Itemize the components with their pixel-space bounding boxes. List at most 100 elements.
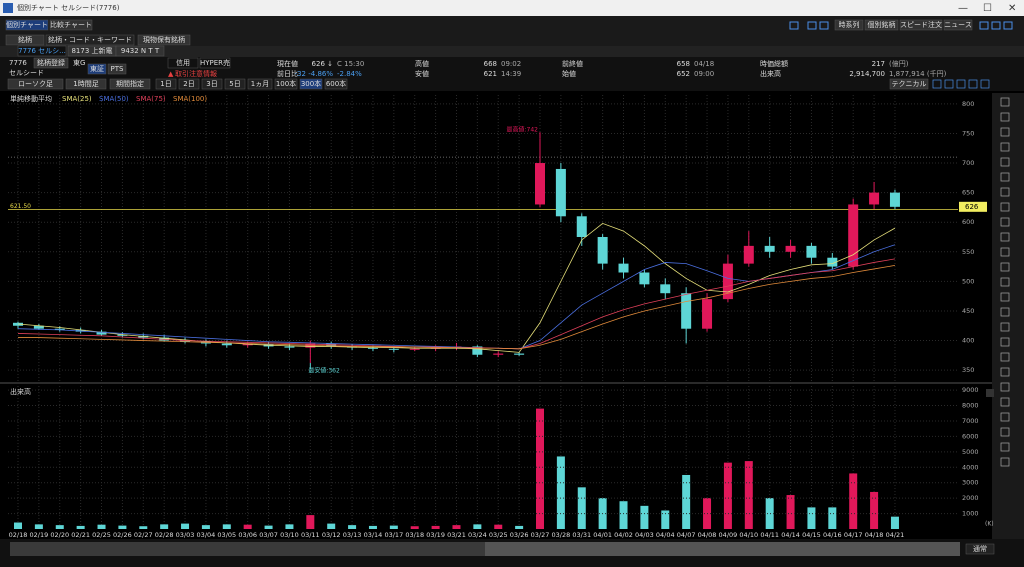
tool-icon[interactable]: [979, 21, 989, 30]
side-icon[interactable]: [1000, 367, 1010, 377]
volume-unit: (K): [985, 521, 994, 528]
x-tick-label: 03/25: [489, 531, 508, 539]
tool-icon[interactable]: [807, 21, 817, 30]
period-button[interactable]: [247, 78, 273, 90]
notice: 取引注意情報: [175, 69, 217, 78]
side-icon[interactable]: [1000, 142, 1010, 152]
stock-tab-label: 9432 N T T: [121, 47, 160, 55]
tab[interactable]: [5, 19, 49, 31]
period-button[interactable]: [324, 78, 348, 90]
side-icon[interactable]: [1000, 322, 1010, 332]
volume-bar: [55, 525, 64, 529]
side-icon[interactable]: [1000, 427, 1010, 437]
side-icon[interactable]: [1000, 217, 1010, 227]
side-icon[interactable]: [1000, 352, 1010, 362]
search-box[interactable]: [45, 34, 135, 46]
hyper-badge[interactable]: [199, 57, 231, 69]
side-icon[interactable]: [1000, 127, 1010, 137]
volume-bar: [410, 526, 419, 529]
candle-body: [284, 346, 295, 348]
side-icon[interactable]: [1000, 307, 1010, 317]
side-icon[interactable]: [1000, 247, 1010, 257]
side-icon[interactable]: [1000, 172, 1010, 182]
x-tick-label: 02/25: [92, 531, 111, 539]
toolbar-button[interactable]: [899, 19, 943, 31]
navigator-window[interactable]: [485, 542, 960, 556]
market-select[interactable]: [5, 34, 45, 46]
holdings-select[interactable]: [137, 34, 191, 46]
side-icon[interactable]: [1000, 97, 1010, 107]
side-icon[interactable]: [1000, 397, 1010, 407]
side-icon[interactable]: [1000, 112, 1010, 122]
side-icon[interactable]: [1000, 412, 1010, 422]
minimize[interactable]: —: [958, 3, 968, 14]
period-button[interactable]: [155, 78, 177, 90]
credit-badge[interactable]: [167, 57, 199, 69]
period-button[interactable]: [201, 78, 223, 90]
panel-icon[interactable]: [968, 79, 978, 89]
side-icon[interactable]: [1000, 457, 1010, 467]
side-icon[interactable]: [1000, 292, 1010, 302]
period-button[interactable]: [274, 78, 298, 90]
side-icon[interactable]: [1000, 277, 1010, 287]
stock-tab-bar: [0, 46, 1024, 57]
volume-bar: [14, 522, 22, 529]
chart-type-select[interactable]: [7, 78, 64, 90]
volume-close[interactable]: [986, 389, 994, 397]
register-button[interactable]: [33, 57, 69, 69]
side-icon[interactable]: [1000, 232, 1010, 242]
side-icon[interactable]: [1000, 382, 1010, 392]
period-button[interactable]: [299, 78, 323, 90]
y-tick-label: 700: [962, 159, 974, 167]
period-button[interactable]: [224, 78, 246, 90]
tab[interactable]: [49, 19, 93, 31]
x-tick-label: 04/18: [865, 531, 884, 539]
y-tick-label: 550: [962, 248, 974, 256]
x-tick-label: 04/07: [677, 531, 696, 539]
mode-select[interactable]: [965, 543, 995, 555]
x-tick-label: 03/07: [259, 531, 278, 539]
exchange-button[interactable]: [87, 63, 107, 75]
volume-bar: [118, 525, 127, 529]
toolbar-button[interactable]: [864, 19, 899, 31]
tool-icon[interactable]: [1003, 21, 1013, 30]
interval-select[interactable]: [65, 78, 107, 90]
toolbar-button[interactable]: [834, 19, 864, 31]
x-tick-label: 02/18: [9, 531, 28, 539]
tool-icon[interactable]: [991, 21, 1001, 30]
mode-select-label: 通常: [973, 544, 987, 553]
side-icon[interactable]: [1000, 157, 1010, 167]
side-icon[interactable]: [1000, 262, 1010, 272]
close[interactable]: ✕: [1008, 3, 1016, 14]
technical-button[interactable]: [889, 78, 929, 90]
stock-tab[interactable]: [17, 45, 67, 57]
panel-icon[interactable]: [944, 79, 954, 89]
toolbar-button[interactable]: [943, 19, 973, 31]
x-tick-label: 02/19: [30, 531, 49, 539]
range-select[interactable]: [109, 78, 151, 90]
period-button[interactable]: [178, 78, 200, 90]
side-icon[interactable]: [1000, 337, 1010, 347]
side-icon[interactable]: [1000, 187, 1010, 197]
panel-icon[interactable]: [956, 79, 966, 89]
tool-icon[interactable]: [819, 21, 829, 30]
volume-bar: [452, 525, 461, 529]
x-tick-label: 04/10: [739, 531, 758, 539]
tool-icon[interactable]: [789, 21, 799, 30]
interval-select-label: 1時間足: [73, 80, 98, 88]
stock-tab[interactable]: [115, 45, 165, 57]
panel-icon[interactable]: [980, 79, 990, 89]
side-icon[interactable]: [1000, 442, 1010, 452]
panel-icon[interactable]: [932, 79, 942, 89]
maximize[interactable]: ☐: [983, 3, 992, 14]
candle-body: [388, 348, 399, 350]
period-button-label: 300本: [301, 79, 321, 88]
side-icon[interactable]: [1000, 202, 1010, 212]
x-tick-label: 04/09: [719, 531, 738, 539]
pts-button[interactable]: [107, 63, 127, 75]
x-tick-label: 03/11: [301, 531, 320, 539]
volume-bar: [181, 523, 190, 529]
x-tick-label: 04/03: [635, 531, 654, 539]
quote-sub: 09:02: [501, 60, 521, 68]
indicator-label: 単純移動平均: [10, 94, 52, 103]
